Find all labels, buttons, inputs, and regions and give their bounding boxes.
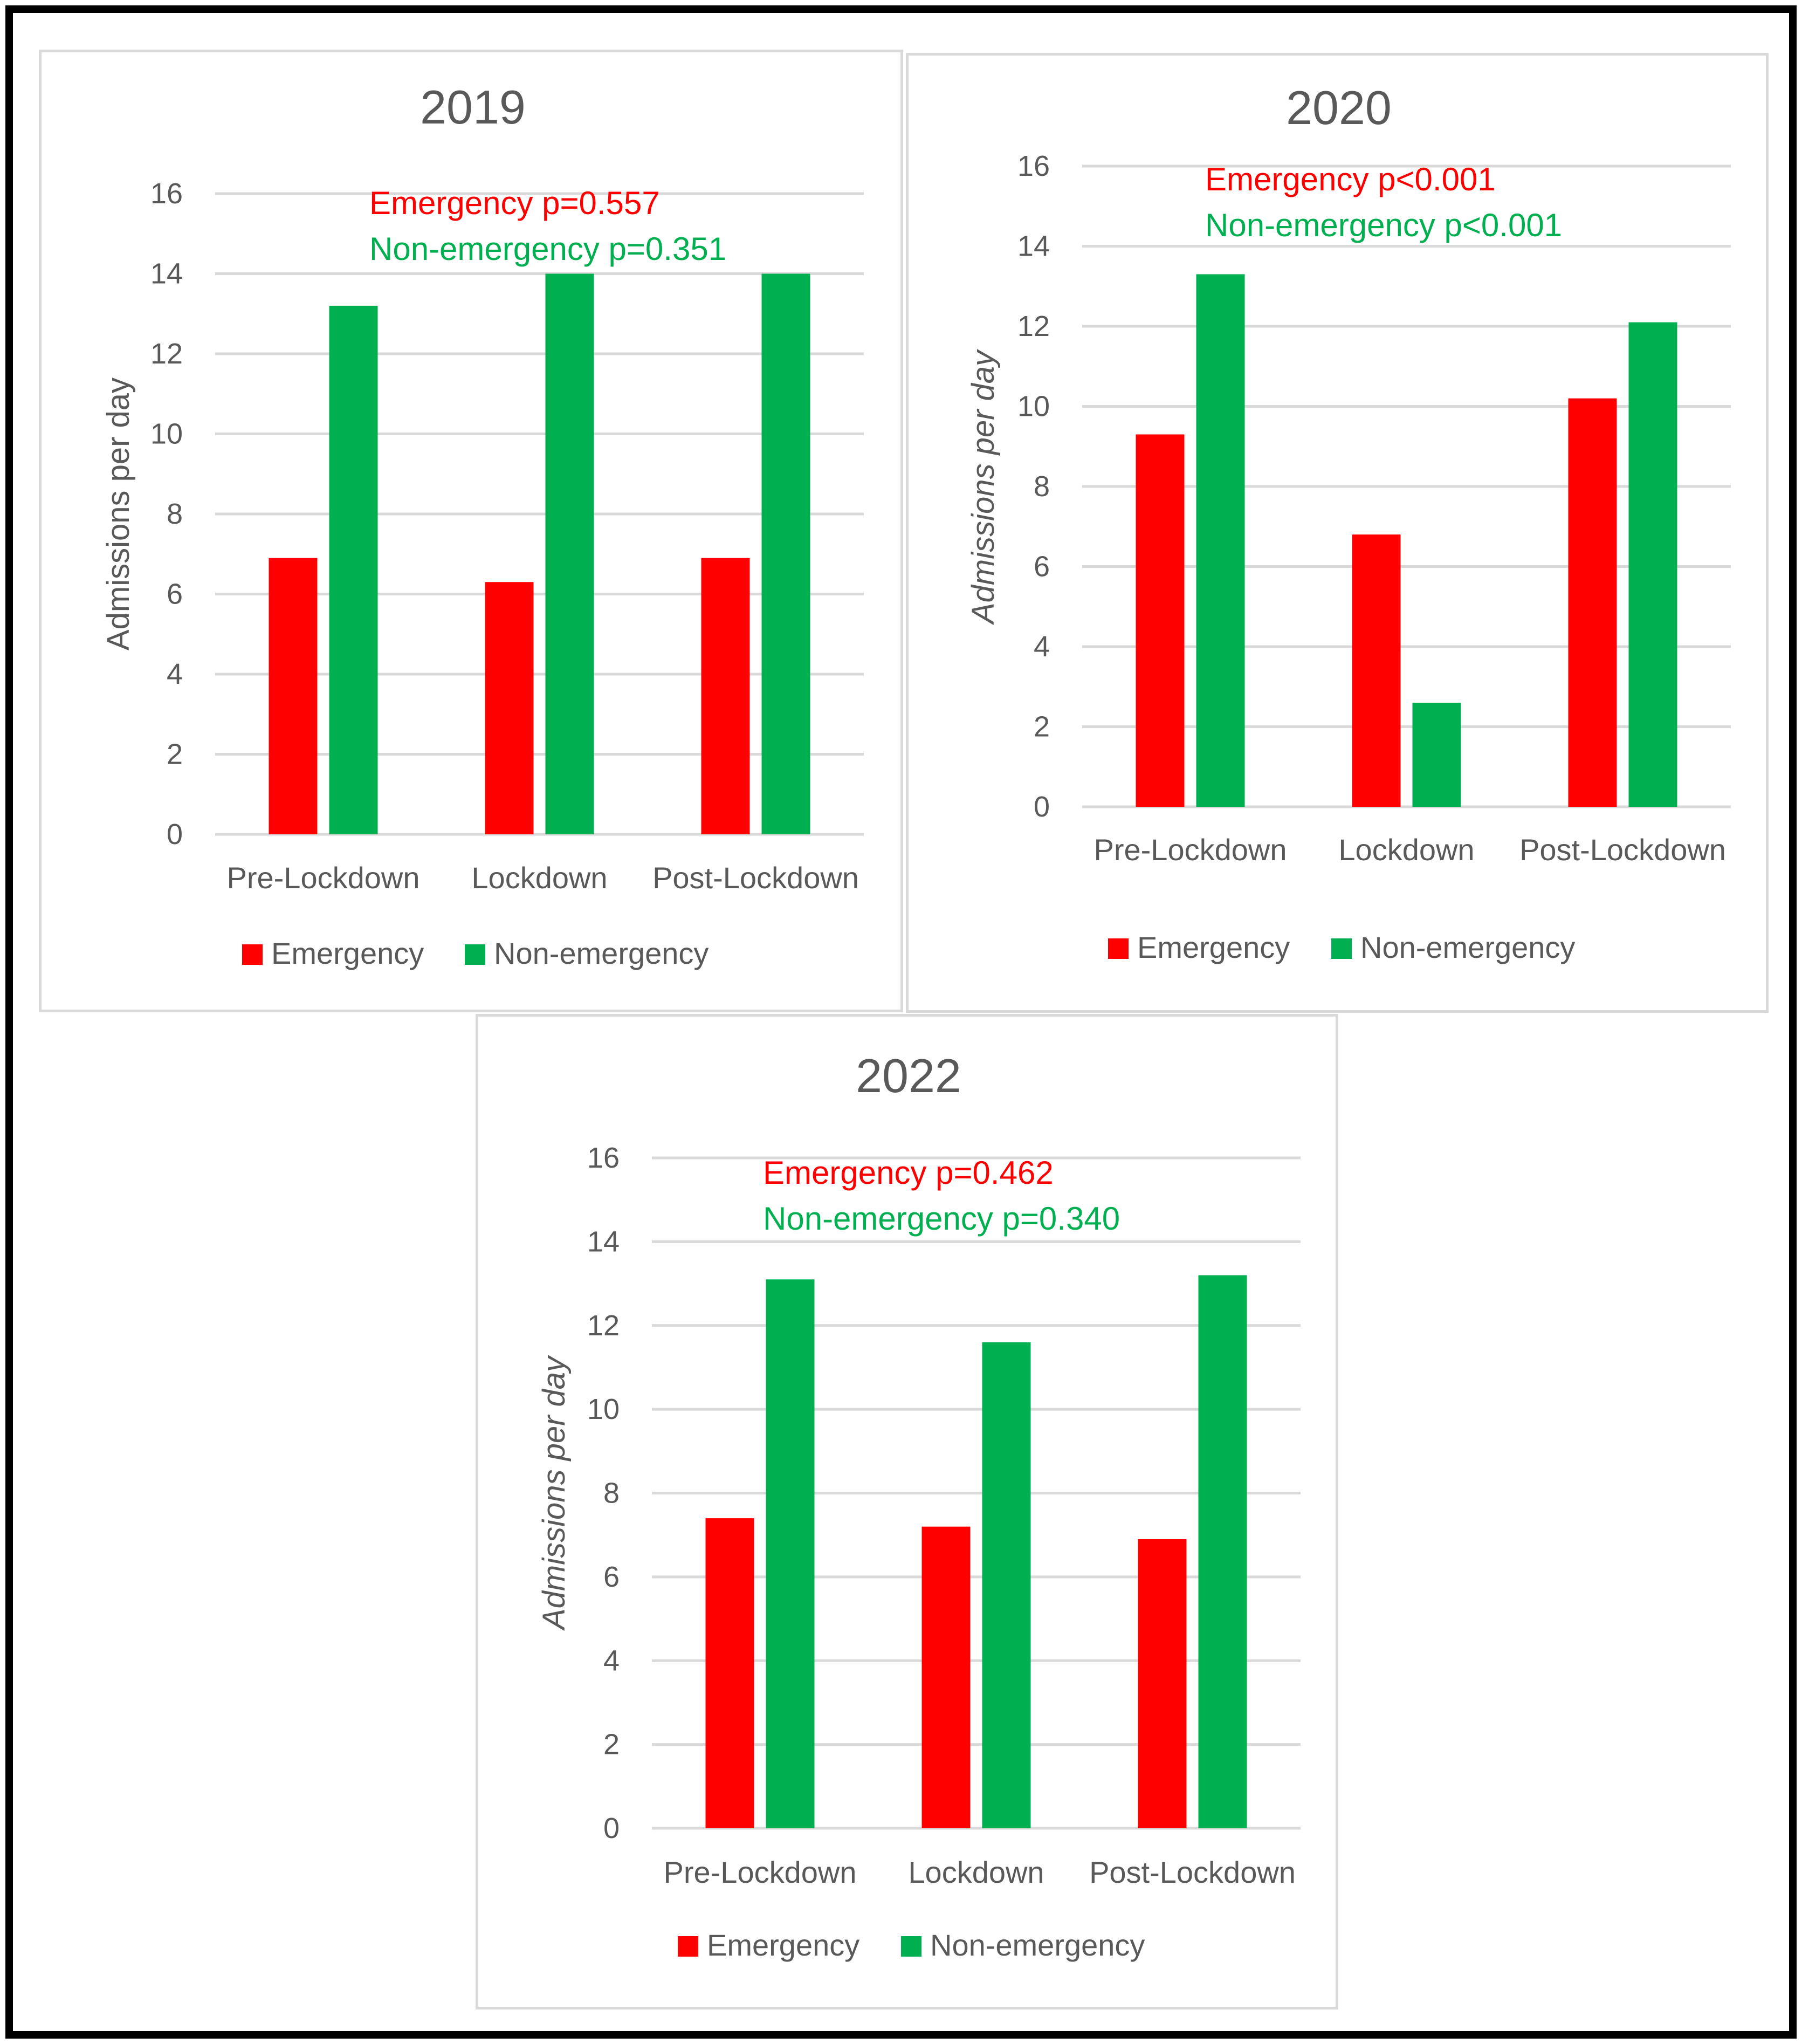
y-tick-label: 4 (1034, 630, 1050, 663)
bar-emergency-post-lockdown (701, 558, 750, 834)
y-tick-label: 12 (150, 338, 183, 370)
y-tick-label: 4 (167, 658, 183, 690)
bar-emergency-lockdown (485, 582, 534, 834)
chart-title: 2020 (1286, 81, 1392, 134)
y-tick-label: 10 (150, 418, 183, 450)
x-category-label: Lockdown (471, 861, 607, 895)
bar-chart-2019: 2019 0 2 4 6 8 10 12 14 16 Admissions per day Pre-L… (101, 80, 864, 970)
bar-non-emergency-post-lockdown (761, 273, 810, 834)
y-tick-label: 16 (1017, 150, 1050, 182)
p-value-annotation: Non-emergency p=0.351 (369, 231, 726, 267)
y-tick-label: 16 (150, 177, 183, 210)
p-value-annotation: Emergency p<0.001 (1205, 161, 1496, 197)
y-tick-label: 16 (587, 1142, 620, 1174)
x-category-label: Pre-Lockdown (227, 861, 420, 895)
bar-emergency-pre-lockdown (1136, 434, 1185, 807)
y-tick-label: 12 (1017, 310, 1050, 342)
bar-emergency-lockdown (921, 1526, 971, 1828)
bar-non-emergency-pre-lockdown (1196, 274, 1245, 807)
chart-panel-2019: 2019 0 2 4 6 8 10 12 14 16 Admissions per day Pre-L… (39, 50, 903, 1012)
y-axis-label: Admissions per day (537, 1355, 572, 1631)
y-tick-label: 2 (1034, 711, 1050, 743)
bar-non-emergency-lockdown (1412, 702, 1461, 807)
legend-label-non-emergency: Non-emergency (494, 936, 709, 970)
bar-emergency-lockdown (1352, 534, 1401, 807)
p-value-annotation: Emergency p=0.462 (763, 1155, 1054, 1191)
y-tick-label: 6 (1034, 551, 1050, 583)
x-category-label: Post-Lockdown (1089, 1855, 1296, 1889)
p-value-annotation: Non-emergency p<0.001 (1205, 207, 1562, 243)
y-tick-label: 10 (587, 1393, 620, 1425)
y-tick-label: 0 (167, 818, 183, 850)
x-category-label: Lockdown (1338, 833, 1474, 867)
legend-label-emergency: Emergency (707, 1928, 859, 1962)
legend-swatch-non-emergency (901, 1936, 921, 1957)
chart-panel-2020: 2020 0 2 4 6 8 10 12 14 16 Admissions per day Pre-L… (906, 53, 1769, 1013)
bar-non-emergency-lockdown (982, 1342, 1031, 1828)
legend-label-non-emergency: Non-emergency (930, 1928, 1145, 1962)
legend-label-emergency: Emergency (1137, 930, 1290, 964)
bar-emergency-pre-lockdown (705, 1518, 754, 1828)
y-tick-label: 14 (587, 1225, 620, 1258)
y-tick-label: 2 (167, 738, 183, 771)
y-tick-label: 6 (603, 1561, 620, 1593)
bar-non-emergency-pre-lockdown (329, 305, 378, 834)
y-axis-label: Admissions per day (101, 378, 136, 650)
x-category-label: Pre-Lockdown (1094, 833, 1287, 867)
x-category-label: Post-Lockdown (652, 861, 859, 895)
chart-title: 2022 (856, 1049, 961, 1102)
x-category-label: Pre-Lockdown (664, 1855, 857, 1889)
y-axis-label: Admissions per day (966, 349, 1001, 625)
x-category-label: Post-Lockdown (1519, 833, 1726, 867)
y-tick-label: 0 (1034, 791, 1050, 823)
bar-emergency-pre-lockdown (269, 558, 318, 834)
bar-non-emergency-post-lockdown (1198, 1275, 1247, 1828)
bar-chart-2022: 2022 0 2 4 6 8 10 12 14 16 Admissions per day Pre-L… (537, 1049, 1301, 1962)
y-tick-label: 8 (1034, 470, 1050, 503)
y-tick-label: 2 (603, 1729, 620, 1761)
legend-label-emergency: Emergency (271, 936, 424, 970)
legend-swatch-non-emergency (465, 944, 485, 965)
y-tick-label: 14 (150, 258, 183, 290)
y-tick-label: 12 (587, 1309, 620, 1342)
legend-label-non-emergency: Non-emergency (1360, 930, 1575, 964)
y-tick-label: 14 (1017, 230, 1050, 263)
bar-chart-2020: 2020 0 2 4 6 8 10 12 14 16 Admissions per day Pre-L… (966, 81, 1731, 964)
bar-non-emergency-lockdown (545, 273, 594, 834)
legend-swatch-emergency (242, 944, 263, 965)
y-tick-label: 4 (603, 1644, 620, 1677)
y-tick-label: 0 (603, 1812, 620, 1844)
legend-swatch-emergency (1108, 938, 1129, 959)
y-tick-label: 8 (167, 498, 183, 530)
bar-emergency-post-lockdown (1568, 398, 1617, 807)
figure-frame (5, 5, 1797, 2039)
chart-title: 2019 (420, 80, 526, 134)
y-tick-label: 10 (1017, 390, 1050, 423)
bar-emergency-post-lockdown (1138, 1539, 1187, 1828)
p-value-annotation: Non-emergency p=0.340 (763, 1201, 1120, 1237)
legend-swatch-emergency (678, 1936, 698, 1957)
chart-panel-2022: 2022 0 2 4 6 8 10 12 14 16 Admissions per day Pre-L… (476, 1014, 1338, 2009)
y-tick-label: 8 (603, 1477, 620, 1510)
bar-non-emergency-post-lockdown (1628, 322, 1677, 807)
y-tick-label: 6 (167, 578, 183, 611)
legend-swatch-non-emergency (1331, 938, 1352, 959)
p-value-annotation: Emergency p=0.557 (369, 185, 660, 221)
bar-non-emergency-pre-lockdown (766, 1279, 815, 1828)
x-category-label: Lockdown (908, 1855, 1044, 1889)
